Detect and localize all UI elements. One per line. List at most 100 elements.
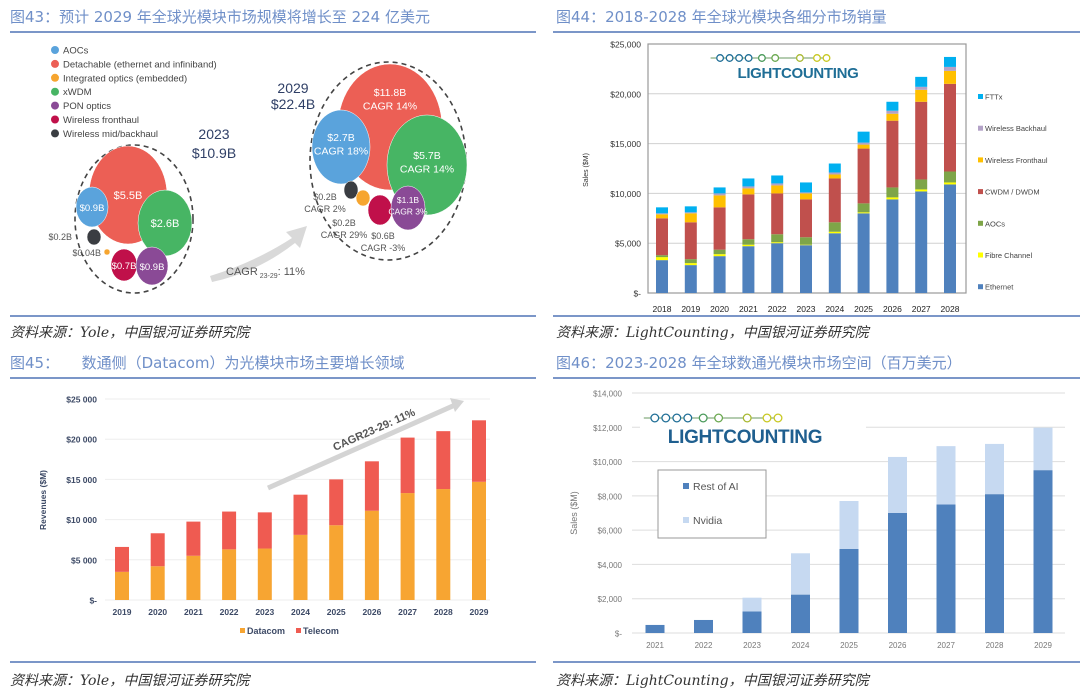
logo-node bbox=[795, 54, 804, 62]
bar-datacom-2022 bbox=[222, 549, 237, 600]
bar-ethernet-2025 bbox=[857, 213, 870, 293]
bar-fttx-2023 bbox=[800, 182, 812, 193]
bar-wireless-backhaul-2023 bbox=[800, 192, 812, 194]
legend-swatch bbox=[240, 628, 245, 633]
figure-44-source: 资料来源：LightCounting，中国银河证券研究院 bbox=[556, 325, 869, 341]
bar-cwdm-dwdm-2019 bbox=[684, 222, 697, 260]
logo-node bbox=[672, 413, 682, 423]
bar-ethernet-2018 bbox=[656, 260, 668, 293]
y-tick-label: $2,000 bbox=[598, 595, 623, 604]
bar-datacom-2026 bbox=[364, 510, 379, 600]
y-tick-label: $10,000 bbox=[593, 458, 622, 467]
bar-fttx-2028 bbox=[944, 56, 956, 67]
bubble-wireless-mid-backhaul bbox=[86, 228, 102, 246]
bubble-value: $0.9B bbox=[80, 203, 105, 214]
legend-label: FTTx bbox=[985, 93, 1003, 102]
legend-swatch bbox=[978, 284, 983, 290]
bar-aocs-2025 bbox=[857, 203, 870, 213]
bar-fttx-2022 bbox=[771, 175, 784, 184]
bar-wireless-backhaul-2022 bbox=[771, 183, 784, 186]
bubble-pon-optics bbox=[390, 185, 426, 231]
group-total: $10.9B bbox=[192, 145, 236, 161]
legend-label: CWDM / DWDM bbox=[985, 188, 1040, 197]
logo-node bbox=[762, 413, 772, 423]
x-tick-label: 2028 bbox=[986, 641, 1004, 650]
bar-cwdm-dwdm-2026 bbox=[886, 120, 899, 188]
logo-node bbox=[716, 54, 725, 62]
bar-telecom-2023 bbox=[257, 512, 272, 549]
figure-46-title: 图46：2023-2028 年全球数通光模块市场空间（百万美元） bbox=[556, 354, 962, 372]
bar-telecom-2025 bbox=[329, 479, 344, 526]
bar-cwdm-dwdm-2025 bbox=[857, 148, 870, 204]
bar-fibre-channel-2024 bbox=[828, 231, 841, 234]
bar-nvidia-2025 bbox=[839, 501, 859, 549]
bar-fibre-channel-2025 bbox=[857, 212, 870, 214]
logo-node bbox=[742, 413, 752, 423]
x-tick-label: 2020 bbox=[148, 607, 167, 617]
bar-wireless-fronthaul-2021 bbox=[742, 188, 755, 195]
bubble-aocs bbox=[75, 186, 109, 228]
bar-fibre-channel-2022 bbox=[771, 242, 784, 244]
bar-wireless-backhaul-2024 bbox=[828, 172, 841, 175]
bar-cwdm-dwdm-2023 bbox=[800, 199, 812, 238]
legend-label: xWDM bbox=[63, 87, 92, 98]
legend-label: Wireless Fronthaul bbox=[985, 156, 1048, 165]
legend-box bbox=[657, 469, 767, 539]
x-tick-label: 2022 bbox=[695, 641, 713, 650]
logo-node bbox=[773, 413, 783, 423]
bar-fttx-2019 bbox=[684, 206, 697, 213]
bar-rest-of-ai-2029 bbox=[1033, 470, 1053, 633]
y-tick-label: $- bbox=[615, 630, 622, 639]
bar-wireless-fronthaul-2025 bbox=[857, 144, 870, 149]
x-tick-label: 2023 bbox=[797, 304, 816, 314]
bar-nvidia-2026 bbox=[888, 456, 907, 513]
y-tick-label: $10,000 bbox=[610, 189, 641, 199]
bar-aocs-2024 bbox=[828, 222, 841, 232]
bar-ethernet-2020 bbox=[713, 256, 726, 293]
logo-background bbox=[640, 400, 866, 448]
bar-wireless-backhaul-2026 bbox=[886, 110, 899, 114]
logo-node bbox=[813, 54, 821, 62]
bubble-cagr: CAGR -3% bbox=[361, 243, 406, 253]
group-total: $22.4B bbox=[271, 96, 315, 112]
legend-label: Wireless fronthaul bbox=[63, 115, 139, 126]
y-tick-label: $8,000 bbox=[598, 492, 623, 501]
bar-ethernet-2024 bbox=[828, 233, 841, 293]
y-tick-label: $25 000 bbox=[66, 395, 97, 405]
bar-wireless-backhaul-2019 bbox=[684, 212, 697, 214]
legend-swatch bbox=[51, 115, 59, 124]
bar-fttx-2024 bbox=[828, 163, 841, 173]
x-tick-label: 2026 bbox=[883, 304, 902, 314]
legend-swatch bbox=[296, 628, 301, 633]
x-tick-label: 2025 bbox=[327, 607, 346, 617]
legend-swatch bbox=[683, 517, 689, 523]
bubble-cagr: CAGR 3% bbox=[388, 207, 428, 217]
logo-node bbox=[683, 413, 693, 423]
divider bbox=[10, 661, 536, 663]
bar-cwdm-dwdm-2021 bbox=[742, 194, 755, 240]
lightcounting-logo bbox=[710, 54, 831, 62]
bubble-value: $5.5B bbox=[114, 190, 143, 202]
bar-telecom-2020 bbox=[150, 533, 165, 567]
legend-label: Detachable (ethernet and infiniband) bbox=[63, 59, 217, 70]
y-tick-label: $15,000 bbox=[610, 139, 641, 149]
bar-fibre-channel-2026 bbox=[886, 197, 899, 200]
logo-text: LIGHTCOUNTING bbox=[668, 427, 822, 448]
y-axis-label: Sales ($M) bbox=[569, 491, 579, 535]
divider bbox=[553, 315, 1080, 317]
bar-datacom-2021 bbox=[186, 555, 201, 600]
x-tick-label: 2022 bbox=[768, 304, 787, 314]
logo-node bbox=[661, 413, 671, 423]
bubble-cagr: CAGR 14% bbox=[400, 164, 454, 176]
logo-node bbox=[650, 413, 660, 423]
legend-swatch bbox=[683, 483, 689, 489]
y-tick-label: $- bbox=[633, 289, 641, 299]
bubble-integrated-optics-embedded bbox=[355, 189, 371, 207]
bar-rest-of-ai-2023 bbox=[742, 611, 762, 633]
x-tick-label: 2021 bbox=[184, 607, 203, 617]
x-tick-label: 2023 bbox=[743, 641, 761, 650]
legend-swatch bbox=[51, 101, 59, 110]
bar-fibre-channel-2018 bbox=[656, 257, 668, 261]
bar-rest-of-ai-2025 bbox=[839, 549, 859, 633]
x-tick-label: 2024 bbox=[291, 607, 310, 617]
